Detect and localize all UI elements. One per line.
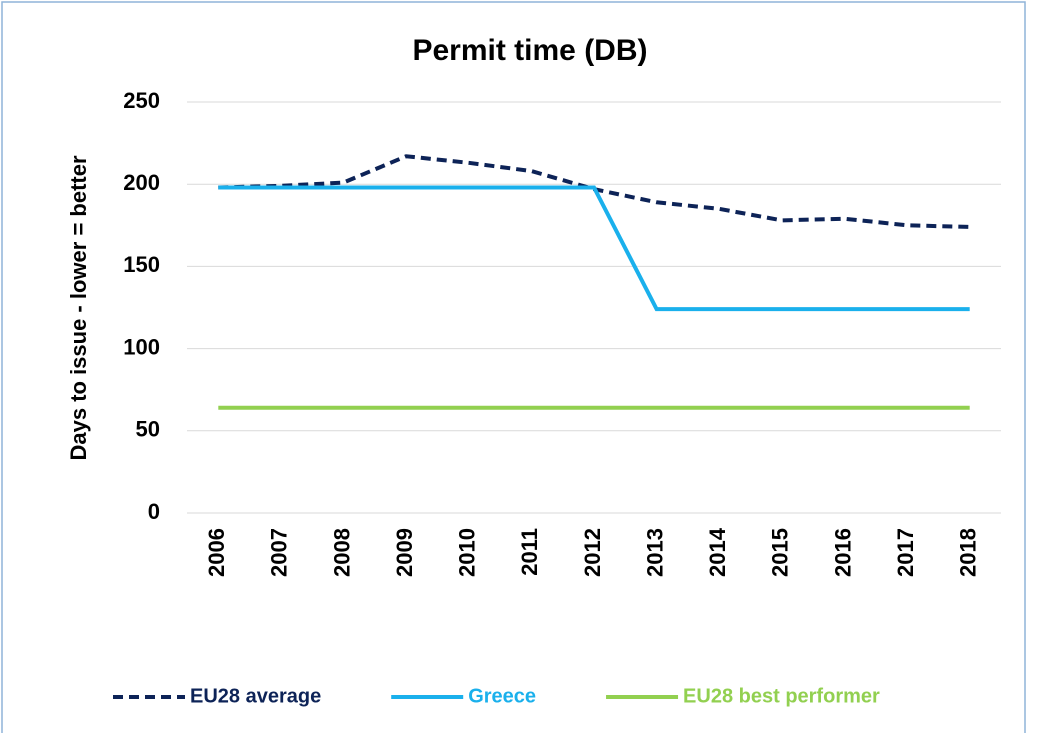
chart-title: Permit time (DB) [412,34,647,67]
x-tick-label: 2011 [517,528,542,576]
y-tick-label: 50 [136,417,160,442]
y-tick-label: 100 [123,334,160,359]
x-tick-label: 2007 [267,528,292,577]
legend-label: EU28 average [190,685,321,707]
x-tick-label: 2018 [956,528,981,577]
x-tick-label: 2012 [580,528,605,577]
x-tick-label: 2013 [642,528,667,577]
y-tick-label: 150 [123,252,160,277]
x-tick-label: 2015 [768,528,793,577]
series-line [218,185,970,312]
legend-label: EU28 best performer [683,685,880,707]
x-tick-label: 2006 [204,528,229,577]
y-axis-label: Days to issue - lower = better [66,155,91,460]
legend-label: Greece [468,685,536,707]
x-tick-label: 2009 [392,528,417,577]
x-tick-label: 2017 [893,528,918,577]
y-tick-label: 250 [123,88,160,113]
y-tick-label: 200 [123,170,160,195]
x-tick-label: 2008 [329,528,354,577]
x-tick-label: 2010 [455,528,480,577]
x-tick-label: 2016 [830,528,855,577]
x-tick-label: 2014 [705,527,730,577]
y-tick-label: 0 [148,499,160,524]
